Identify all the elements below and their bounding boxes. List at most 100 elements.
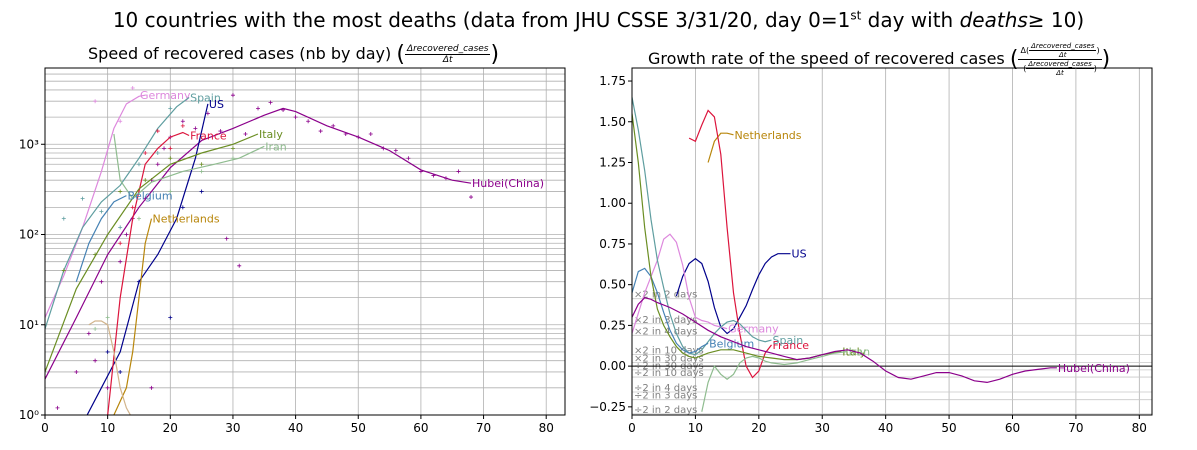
series-line	[45, 133, 259, 373]
series-line	[632, 97, 772, 356]
y-tick-label: 1.25	[599, 155, 626, 169]
series-label: US	[209, 98, 224, 111]
data-point	[168, 156, 173, 161]
y-tick-label: 10³	[19, 137, 39, 151]
series-label: Netherlands	[734, 129, 801, 142]
series-label: Netherlands	[153, 213, 220, 226]
data-point	[393, 148, 398, 153]
data-point	[143, 151, 148, 156]
data-point	[331, 123, 336, 128]
x-tick-label: 40	[878, 421, 893, 435]
data-point	[431, 173, 436, 178]
series-line	[632, 267, 709, 354]
data-point	[118, 225, 123, 230]
data-point	[230, 93, 235, 98]
data-point	[199, 189, 204, 194]
series-line	[113, 218, 153, 415]
data-point	[136, 216, 141, 221]
data-point	[118, 259, 123, 264]
x-tick-label: 60	[1005, 421, 1020, 435]
data-point	[199, 169, 204, 174]
data-point	[237, 263, 242, 268]
data-point	[168, 106, 173, 111]
series-line	[632, 297, 1057, 384]
y-tick-label: 0.50	[599, 278, 626, 292]
data-point	[130, 205, 135, 210]
data-point	[118, 189, 123, 194]
reference-line-label: ÷2 in 10 days	[634, 368, 704, 379]
series-line	[675, 253, 791, 335]
series-label: Spain	[773, 334, 804, 347]
series-label: Hubei(China)	[1058, 362, 1130, 375]
x-tick-label: 0	[628, 421, 636, 435]
series-line	[707, 132, 734, 163]
series-label: Belgium	[709, 337, 754, 350]
x-tick-label: 10	[688, 421, 703, 435]
series-label: Iran	[849, 345, 871, 358]
series-label: Iran	[265, 140, 287, 153]
data-point	[118, 119, 123, 124]
series-line	[75, 195, 127, 282]
data-point	[61, 268, 66, 273]
data-point	[93, 326, 98, 331]
data-point	[168, 189, 173, 194]
data-point	[168, 315, 173, 320]
data-point	[93, 358, 98, 363]
right-chart: 0 10 20 30 40 50 60 70 80 −0.25 0.00 0.25 0.50 0.75 1.…	[589, 67, 1153, 435]
series-line	[88, 320, 132, 415]
data-point	[368, 131, 373, 136]
left-panel-title: Speed of recovered cases (nb by day) (Δr…	[88, 42, 500, 67]
series-label: Germany	[140, 89, 191, 102]
y-tick-label: 0.75	[599, 237, 626, 251]
data-point	[180, 119, 185, 124]
series-line	[632, 233, 728, 334]
data-point	[130, 86, 135, 91]
data-point	[99, 209, 104, 214]
series-line	[45, 94, 146, 318]
series-label: France	[773, 339, 810, 352]
data-point	[55, 405, 60, 410]
x-tick-label: 80	[539, 421, 554, 435]
x-tick-label: 70	[476, 421, 491, 435]
data-point	[205, 111, 210, 116]
data-point	[80, 196, 85, 201]
data-point	[61, 216, 66, 221]
series-line	[632, 113, 842, 361]
data-point	[293, 115, 298, 120]
data-point	[93, 252, 98, 257]
x-tick-label: 60	[413, 421, 428, 435]
data-point	[86, 331, 91, 336]
y-tick-label: 10²	[19, 228, 39, 242]
data-point	[356, 135, 361, 140]
data-point	[105, 349, 110, 354]
x-tick-label: 20	[163, 421, 178, 435]
series-line	[113, 133, 265, 200]
data-point	[105, 385, 110, 390]
reference-line-label: ÷2 in 2 days	[634, 405, 697, 416]
data-point	[268, 100, 273, 105]
data-point	[162, 146, 167, 151]
right-axes-frame	[631, 67, 1153, 416]
series-label: US	[792, 248, 807, 261]
x-tick-label: 80	[1132, 421, 1147, 435]
data-point	[281, 107, 286, 112]
data-point	[243, 131, 248, 136]
reference-line-label: ×2 in 30 days	[634, 353, 704, 364]
x-tick-label: 50	[941, 421, 956, 435]
data-point	[343, 131, 348, 136]
reference-line-label: ÷2 in 3 days	[634, 391, 697, 402]
data-point	[155, 129, 160, 134]
data-point	[143, 178, 148, 183]
x-tick-label: 70	[1068, 421, 1083, 435]
data-point	[381, 146, 386, 151]
figure-title: 10 countries with the most deaths (data …	[112, 8, 1085, 32]
data-point	[143, 196, 148, 201]
y-tick-label: 1.50	[599, 115, 626, 129]
data-point	[256, 106, 261, 111]
data-point	[118, 241, 123, 246]
x-tick-label: 10	[100, 421, 115, 435]
y-tick-label: 1.75	[599, 74, 626, 88]
data-point	[456, 169, 461, 174]
data-point	[180, 123, 185, 128]
x-tick-label: 0	[41, 421, 49, 435]
